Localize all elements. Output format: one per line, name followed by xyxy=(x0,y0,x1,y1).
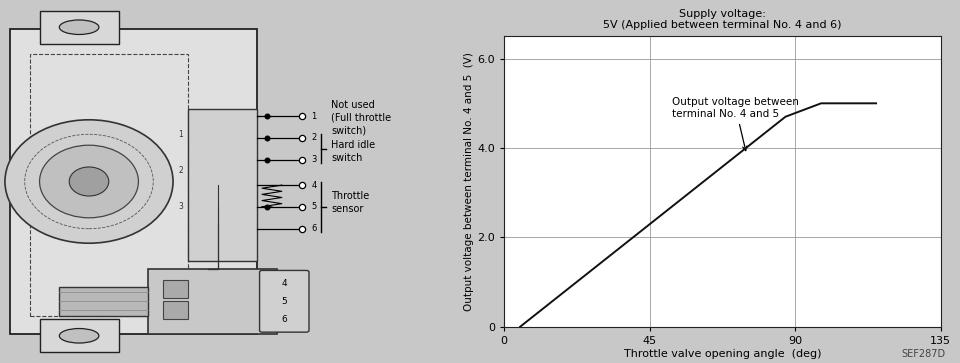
Circle shape xyxy=(39,145,138,218)
Bar xyxy=(39,319,119,352)
Text: Output voltage between
terminal No. 4 and 5: Output voltage between terminal No. 4 an… xyxy=(672,97,799,151)
Ellipse shape xyxy=(60,329,99,343)
Text: switch: switch xyxy=(331,153,363,163)
Circle shape xyxy=(5,120,173,243)
Text: Hard idle: Hard idle xyxy=(331,140,375,150)
Bar xyxy=(10,29,257,334)
Text: 6: 6 xyxy=(311,224,317,233)
Text: 4: 4 xyxy=(311,181,317,189)
Text: 2: 2 xyxy=(311,134,317,142)
Bar xyxy=(163,280,188,298)
Text: (Full throttle: (Full throttle xyxy=(331,113,392,123)
Ellipse shape xyxy=(60,20,99,34)
Text: 5: 5 xyxy=(311,203,317,211)
Bar xyxy=(163,301,188,319)
Text: 3: 3 xyxy=(178,203,183,211)
FancyBboxPatch shape xyxy=(259,270,309,332)
Circle shape xyxy=(69,167,108,196)
Text: 4: 4 xyxy=(281,279,287,287)
Bar xyxy=(30,54,188,316)
Text: Throttle: Throttle xyxy=(331,191,370,201)
Text: 6: 6 xyxy=(281,315,287,324)
Bar xyxy=(149,269,276,334)
Text: switch): switch) xyxy=(331,126,367,136)
Text: 3: 3 xyxy=(311,155,317,164)
Text: 1: 1 xyxy=(179,130,183,139)
Text: Not used: Not used xyxy=(331,100,375,110)
Text: sensor: sensor xyxy=(331,204,364,214)
Text: SEF287D: SEF287D xyxy=(901,349,946,359)
Text: Supply voltage:
5V (Applied between terminal No. 4 and 6): Supply voltage: 5V (Applied between term… xyxy=(603,9,842,30)
Bar xyxy=(60,287,149,316)
Bar xyxy=(188,109,257,261)
Text: 2: 2 xyxy=(179,166,183,175)
Text: 1: 1 xyxy=(311,112,317,121)
Text: 5: 5 xyxy=(281,297,287,306)
Y-axis label: Output voltage between terminal No. 4 and 5  (V): Output voltage between terminal No. 4 an… xyxy=(465,52,474,311)
X-axis label: Throttle valve opening angle  (deg): Throttle valve opening angle (deg) xyxy=(624,348,821,359)
Bar xyxy=(39,11,119,44)
